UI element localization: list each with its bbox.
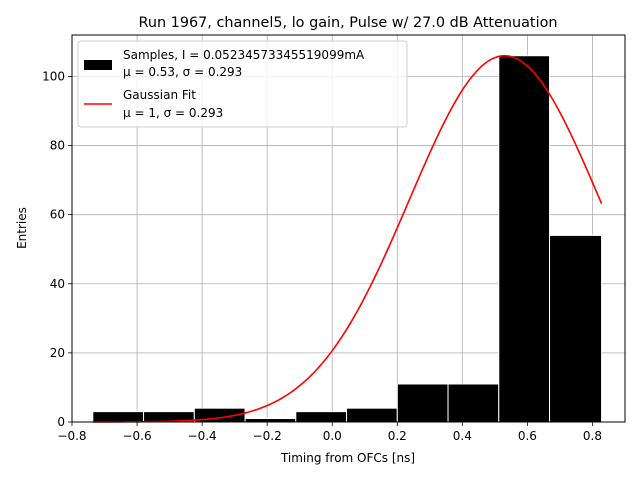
histogram-bar xyxy=(92,411,145,423)
x-tick-label: −0.6 xyxy=(122,429,151,443)
x-tick-label: 0.4 xyxy=(453,429,472,443)
legend: Samples, I = 0.05234573345519099mA μ = 0… xyxy=(77,40,408,128)
histogram-bar xyxy=(549,234,603,423)
y-tick-label: 80 xyxy=(50,139,65,153)
y-tick-label: 0 xyxy=(57,415,65,429)
gaussian-fit-line xyxy=(92,54,603,423)
legend-fit-stats: μ = 1, σ = 0.293 xyxy=(123,106,223,120)
y-tick-label: 60 xyxy=(50,208,65,222)
histogram-bar xyxy=(498,55,551,423)
histogram-bar xyxy=(447,383,500,423)
y-tick-label: 40 xyxy=(50,277,65,291)
x-tick-label: −0.4 xyxy=(188,429,217,443)
x-axis-ticks: −0.8 −0.6 −0.4 −0.2 0.0 0.2 0.4 0.6 0.8 xyxy=(57,422,602,443)
y-tick-label: 100 xyxy=(42,69,65,83)
legend-samples-stats: μ = 0.53, σ = 0.293 xyxy=(123,65,242,79)
x-tick-label: −0.2 xyxy=(253,429,282,443)
histogram-bar xyxy=(396,383,449,423)
x-tick-label: 0.0 xyxy=(323,429,342,443)
x-tick-label: 0.2 xyxy=(388,429,407,443)
legend-box xyxy=(77,40,408,128)
legend-samples-label: Samples, I = 0.05234573345519099mA xyxy=(123,48,365,62)
x-axis-label: Timing from OFCs [ns] xyxy=(280,451,415,465)
x-tick-label: −0.8 xyxy=(57,429,86,443)
y-tick-label: 20 xyxy=(50,346,65,360)
plot-frame xyxy=(71,34,626,423)
legend-samples-swatch xyxy=(84,60,112,70)
x-tick-label: 0.6 xyxy=(518,429,537,443)
histogram-bars xyxy=(92,55,603,423)
chart-title: Run 1967, channel5, lo gain, Pulse w/ 27… xyxy=(139,15,558,31)
histogram-bar xyxy=(244,418,297,423)
y-axis-ticks: 0 20 40 60 80 100 xyxy=(42,69,72,429)
legend-fit-label: Gaussian Fit xyxy=(123,88,196,102)
y-axis-label: Entries xyxy=(15,207,29,249)
histogram-bar xyxy=(295,411,348,423)
x-tick-label: 0.8 xyxy=(583,429,602,443)
histogram-bar xyxy=(346,407,398,423)
